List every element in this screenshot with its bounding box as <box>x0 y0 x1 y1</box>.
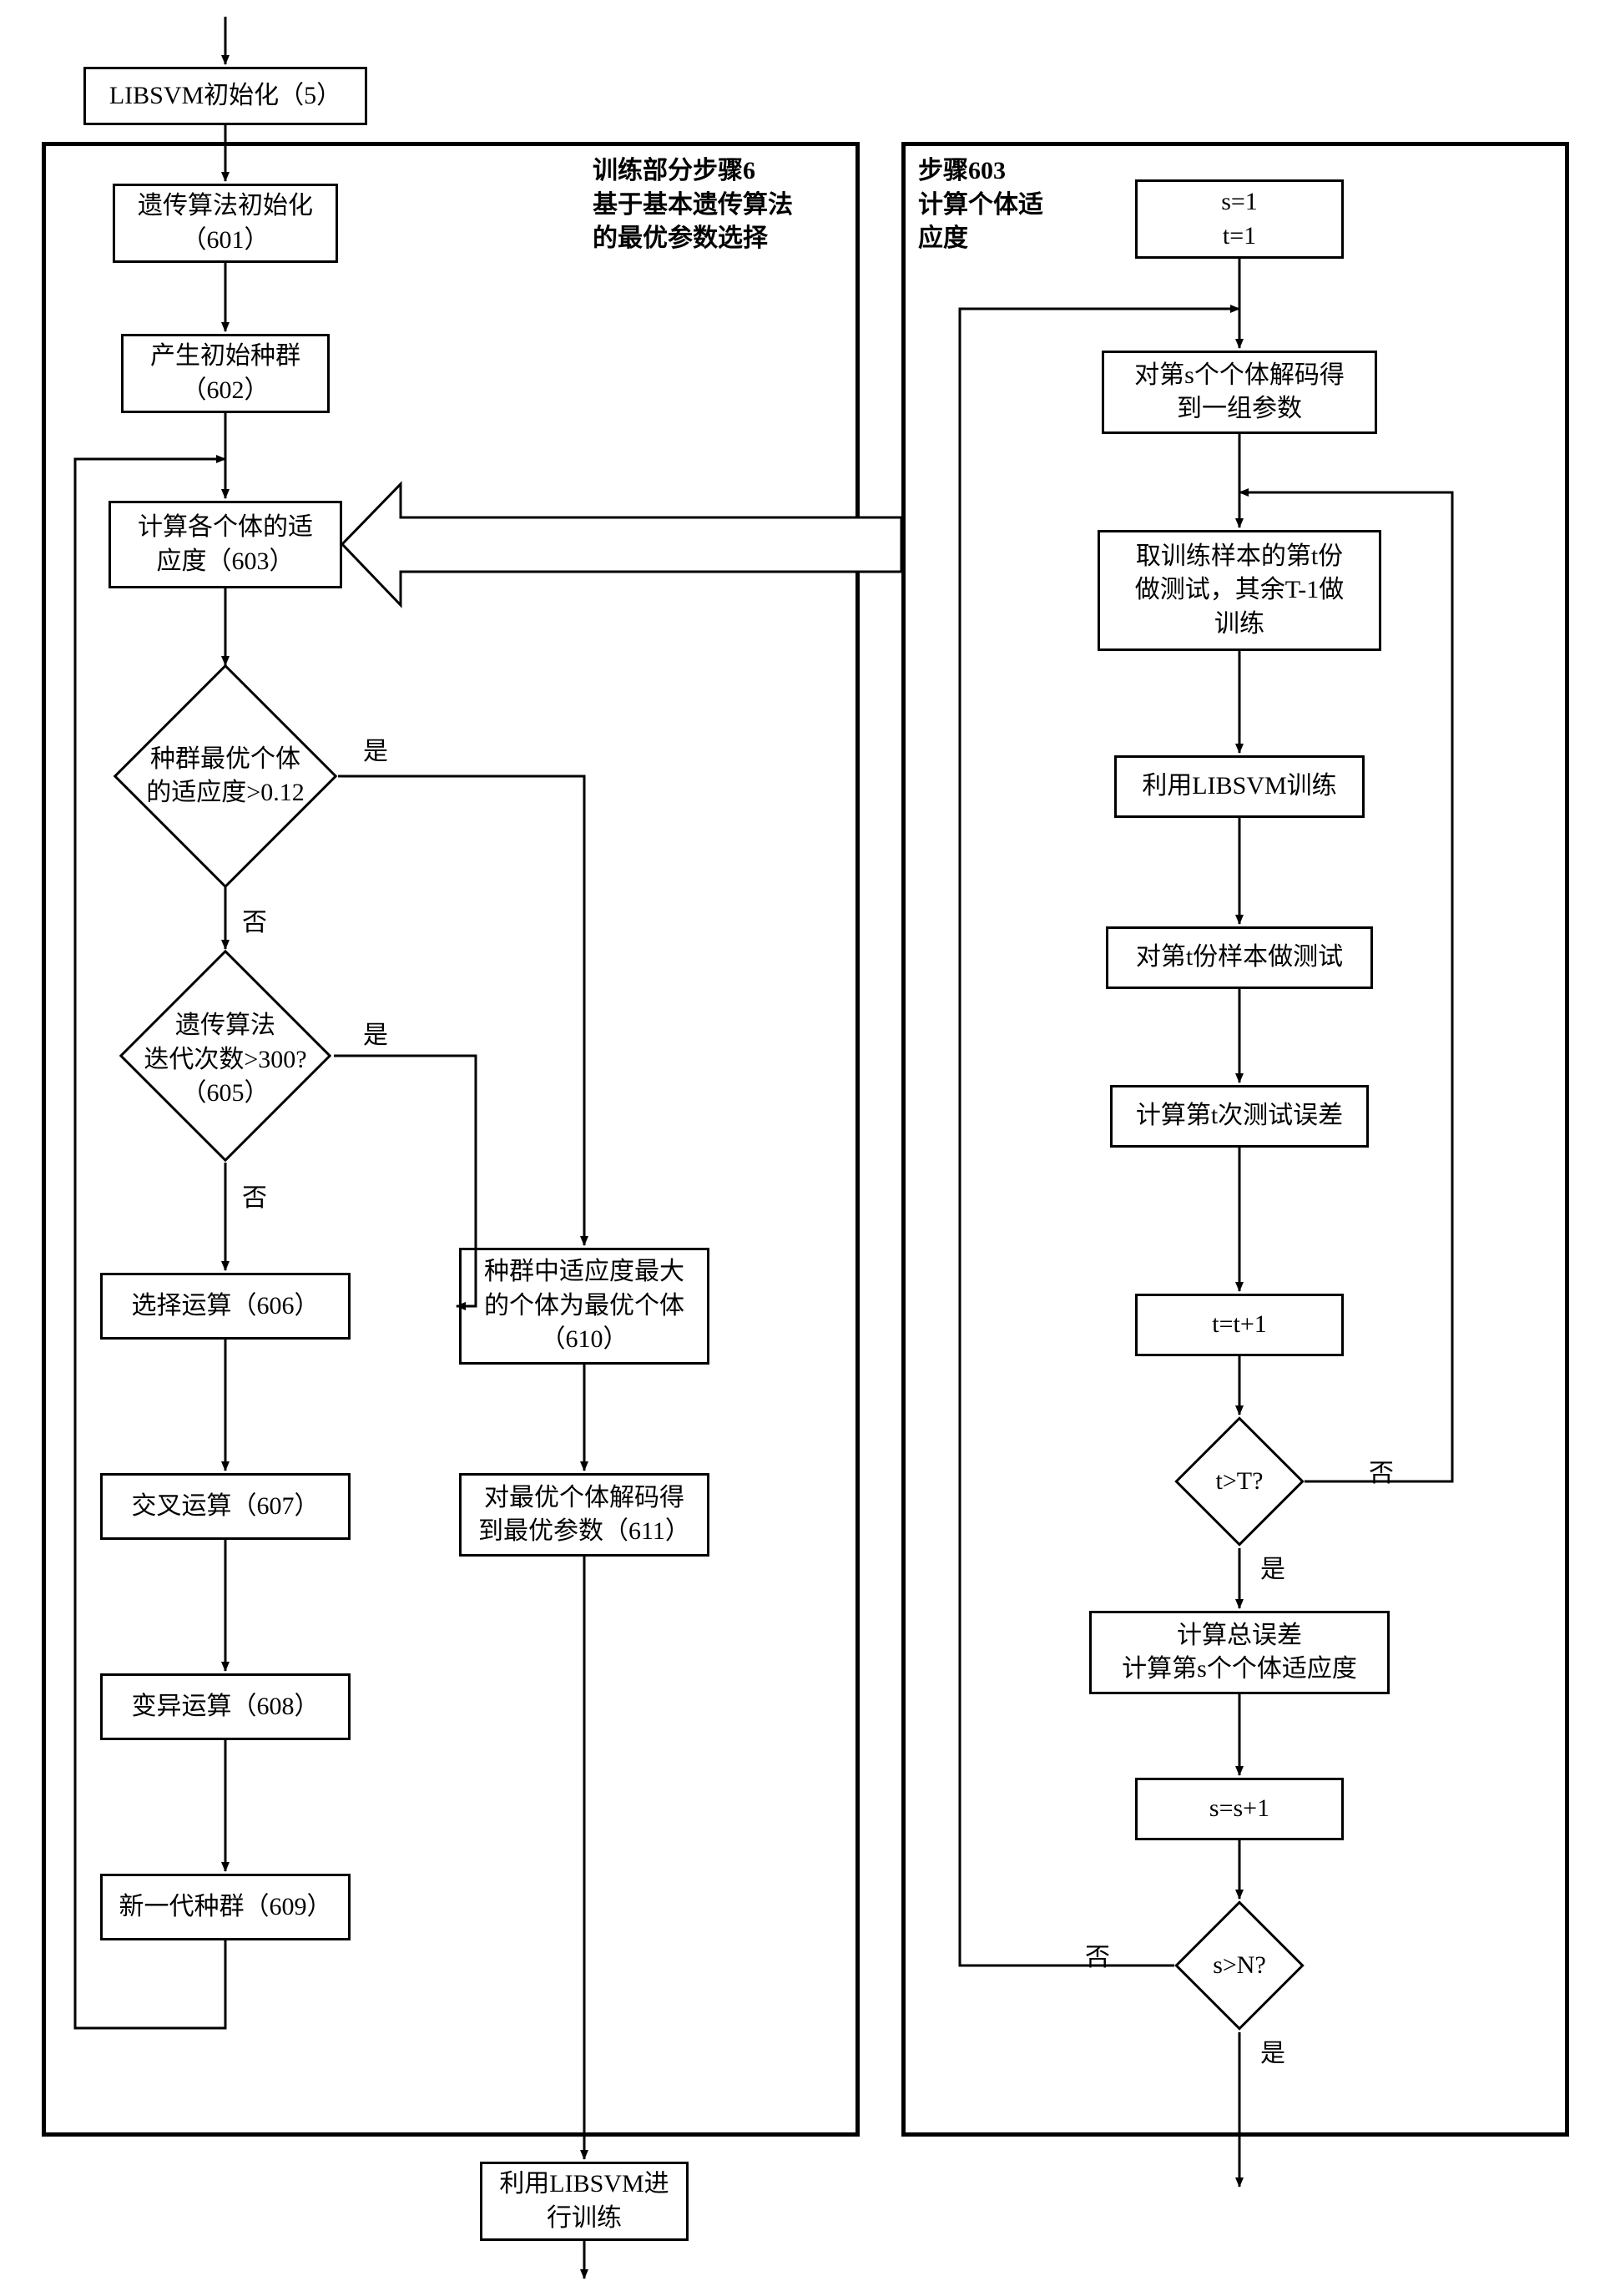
left-group-frame <box>42 142 860 2137</box>
node-r1-l2: t=1 <box>1221 220 1258 254</box>
left-group-title-l2: 基于基本遗传算法 <box>593 189 843 223</box>
node-609-text: 新一代种群（609） <box>119 1890 332 1925</box>
node-r9-text: s=s+1 <box>1209 1792 1269 1826</box>
node-r5: 对第t份样本做测试 <box>1106 926 1373 989</box>
node-602: 产生初始种群 （602） <box>121 334 330 413</box>
node-602-l2: （602） <box>150 374 300 408</box>
label-605-yes: 是 <box>363 1014 388 1051</box>
node-r3-l2: 做测试，其余T-1做 <box>1135 573 1345 608</box>
right-group-title-l2: 计算个体适 <box>918 189 1085 223</box>
node-r7: t=t+1 <box>1135 1294 1344 1356</box>
node-r3-l3: 训练 <box>1135 608 1345 642</box>
left-group-title-l1: 训练部分步骤6 <box>593 154 843 189</box>
label-s-no: 否 <box>1085 1936 1110 1973</box>
node-607-text: 交叉运算（607） <box>132 1490 320 1524</box>
node-608-text: 变异运算（608） <box>132 1690 320 1724</box>
node-final-l1: 利用LIBSVM进 <box>499 2167 669 2202</box>
label-t-no: 否 <box>1369 1452 1394 1489</box>
node-r3-l1: 取训练样本的第t份 <box>1135 540 1345 574</box>
node-r7-text: t=t+1 <box>1212 1308 1267 1342</box>
right-group-title-l1: 步骤603 <box>918 154 1085 189</box>
node-r4: 利用LIBSVM训练 <box>1114 755 1365 818</box>
label-604-yes: 是 <box>363 730 388 767</box>
node-r1: s=1 t=1 <box>1135 179 1344 259</box>
node-611-l1: 对最优个体解码得 <box>478 1481 690 1516</box>
left-group-title: 训练部分步骤6 基于基本遗传算法 的最优参数选择 <box>593 154 843 256</box>
right-group-title: 步骤603 计算个体适 应度 <box>918 154 1085 256</box>
node-610-l3: （610） <box>484 1323 684 1357</box>
node-r2-l1: 对第s个个体解码得 <box>1134 359 1345 393</box>
node-602-l1: 产生初始种群 <box>150 340 300 374</box>
label-604-no: 否 <box>242 901 267 938</box>
node-r9: s=s+1 <box>1135 1778 1344 1840</box>
node-610-l2: 的个体为最优个体 <box>484 1289 684 1324</box>
label-t-yes: 是 <box>1260 1548 1285 1585</box>
label-605-no: 否 <box>242 1177 267 1214</box>
node-601: 遗传算法初始化 （601） <box>113 184 338 263</box>
node-r6-text: 计算第t次测试误差 <box>1136 1099 1343 1133</box>
node-611-l2: 到最优参数（611） <box>478 1515 690 1549</box>
node-609: 新一代种群（609） <box>100 1874 351 1940</box>
node-final: 利用LIBSVM进 行训练 <box>480 2162 689 2241</box>
node-r2-l2: 到一组参数 <box>1134 392 1345 426</box>
node-r3: 取训练样本的第t份 做测试，其余T-1做 训练 <box>1098 530 1381 651</box>
node-r8: 计算总误差 计算第s个个体适应度 <box>1089 1611 1390 1694</box>
node-601-l1: 遗传算法初始化 <box>138 189 313 224</box>
node-606: 选择运算（606） <box>100 1273 351 1340</box>
node-libsvm-init-text: LIBSVM初始化（5） <box>109 79 341 114</box>
node-final-l2: 行训练 <box>499 2202 669 2236</box>
node-608: 变异运算（608） <box>100 1673 351 1740</box>
node-610-l1: 种群中适应度最大 <box>484 1255 684 1289</box>
right-group-title-l3: 应度 <box>918 222 1085 256</box>
node-610: 种群中适应度最大 的个体为最优个体 （610） <box>459 1248 709 1365</box>
node-606-text: 选择运算（606） <box>132 1289 320 1324</box>
node-r8-l2: 计算第s个个体适应度 <box>1122 1653 1357 1687</box>
left-group-title-l3: 的最优参数选择 <box>593 222 843 256</box>
node-611: 对最优个体解码得 到最优参数（611） <box>459 1473 709 1557</box>
node-r5-text: 对第t份样本做测试 <box>1136 941 1343 975</box>
node-libsvm-init: LIBSVM初始化（5） <box>83 67 367 125</box>
node-603-l1: 计算各个体的适 <box>138 511 313 545</box>
node-r6: 计算第t次测试误差 <box>1110 1085 1369 1148</box>
node-r4-text: 利用LIBSVM训练 <box>1142 770 1336 804</box>
node-r2: 对第s个个体解码得 到一组参数 <box>1102 351 1377 434</box>
node-607: 交叉运算（607） <box>100 1473 351 1540</box>
node-603: 计算各个体的适 应度（603） <box>109 501 342 588</box>
label-s-yes: 是 <box>1260 2032 1285 2069</box>
node-603-l2: 应度（603） <box>138 545 313 579</box>
node-r8-l1: 计算总误差 <box>1122 1619 1357 1653</box>
node-r1-l1: s=1 <box>1221 185 1258 220</box>
node-601-l2: （601） <box>138 224 313 258</box>
